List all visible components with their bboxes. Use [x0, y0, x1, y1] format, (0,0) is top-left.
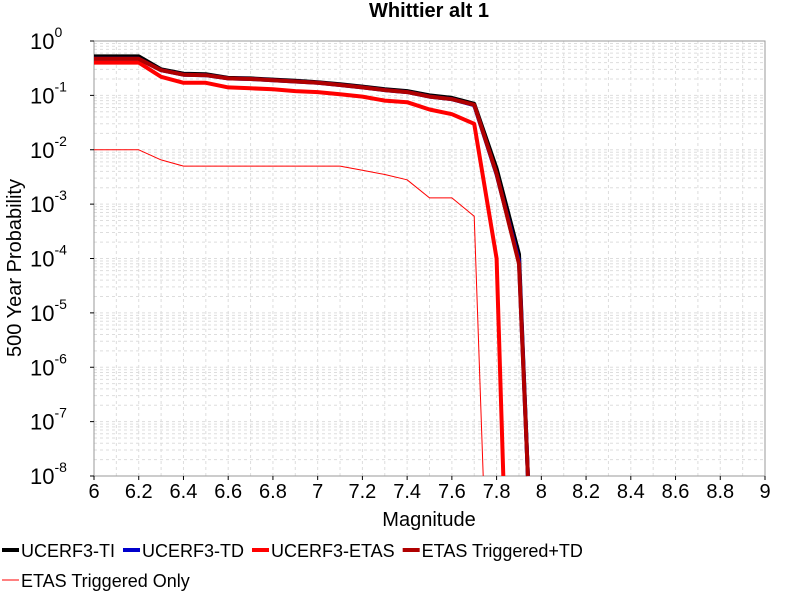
x-tick-label: 7.4: [393, 481, 421, 503]
y-tick-label: 10-4: [30, 242, 67, 272]
grid: [93, 41, 766, 477]
series-group: [94, 54, 530, 477]
legend: UCERF3-TI UCERF3-TD UCERF3-ETAS ETAS Trigge…: [2, 541, 583, 591]
legend-label-3: ETAS Triggered+TD: [422, 541, 583, 561]
x-axis-ticks: 6 6.2 6.4 6.6 6.8 7 7.2 7.4 7.6 7.8 8 8.2 8.4 8.6 8.8 9: [88, 476, 771, 503]
x-tick-label: 8.4: [617, 481, 645, 503]
legend-label-0: UCERF3-TI: [21, 541, 115, 561]
x-tick-label: 9: [759, 481, 770, 503]
x-axis-label: Magnitude: [382, 509, 475, 531]
x-tick-label: 6.2: [125, 481, 153, 503]
legend-label-4: ETAS Triggered Only: [21, 571, 190, 591]
legend-label-2: UCERF3-ETAS: [271, 541, 395, 561]
x-tick-label: 6.6: [214, 481, 242, 503]
y-tick-label: 100: [30, 24, 62, 54]
y-tick-label: 10-2: [30, 133, 67, 163]
y-tick-label: 10-3: [30, 187, 67, 217]
chart-title: Whittier alt 1: [369, 0, 489, 22]
series-line-2: [94, 60, 506, 477]
y-tick-label: 10-8: [30, 459, 67, 489]
series-line-3: [94, 56, 530, 477]
x-tick-label: 7: [312, 481, 323, 503]
x-tick-label: 6.8: [259, 481, 287, 503]
y-tick-label: 10-1: [30, 78, 67, 108]
x-tick-label: 6: [88, 481, 99, 503]
x-tick-label: 7.2: [348, 481, 376, 503]
x-tick-label: 7.8: [483, 481, 511, 503]
x-tick-label: 8.8: [706, 481, 734, 503]
x-tick-label: 8.6: [662, 481, 690, 503]
legend-label-1: UCERF3-TD: [142, 541, 244, 561]
x-tick-label: 7.6: [438, 481, 466, 503]
x-tick-label: 8.2: [572, 481, 600, 503]
x-tick-label: 8: [536, 481, 547, 503]
y-tick-label: 10-7: [30, 405, 67, 435]
x-tick-label: 6.4: [170, 481, 198, 503]
y-tick-label: 10-6: [30, 350, 67, 380]
y-axis-label: 500 Year Probability: [4, 179, 26, 357]
y-axis-ticks: 100 10-1 10-2 10-3 10-4 10-5 10-6 10-7 10-8: [30, 24, 94, 489]
series-line-4: [94, 149, 484, 477]
y-tick-label: 10-5: [30, 296, 67, 326]
